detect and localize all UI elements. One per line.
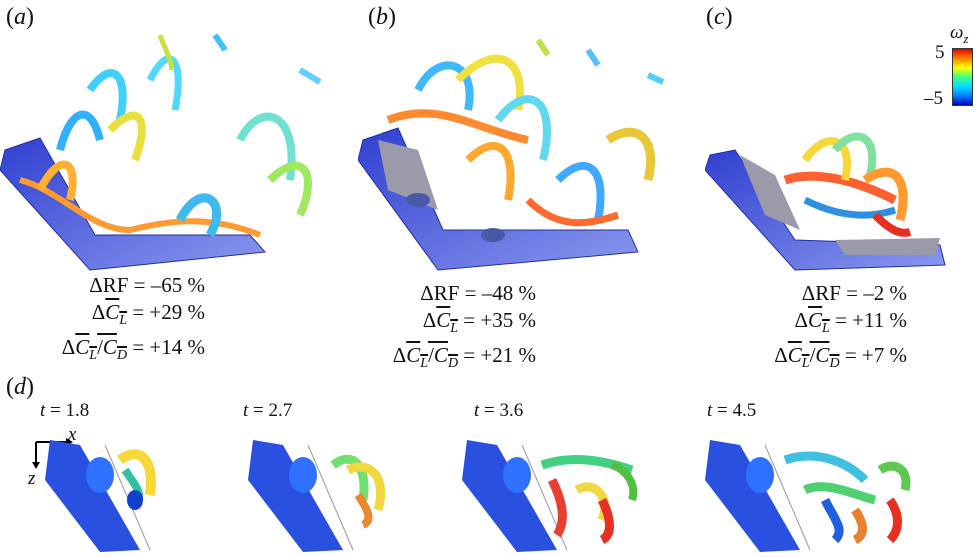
- cl-change: ΔCL = +29 %: [91, 300, 205, 329]
- panel-label-d: (d): [6, 374, 34, 400]
- time-label-2: t = 2.7: [243, 400, 293, 421]
- colorbar-title: ωz: [950, 22, 969, 46]
- time-label-1: t = 1.8: [40, 400, 90, 421]
- snapshot-t3: [462, 440, 638, 552]
- axis-z-label: z: [28, 468, 36, 489]
- stats-block-a: ΔRF = –65 % ΔCL = +29 % ΔCL/CD = +14 %: [62, 272, 205, 369]
- time-label-3: t = 3.6: [474, 400, 524, 421]
- rf-change: ΔRF = –48 %: [420, 281, 536, 305]
- axis-x-label: x: [68, 424, 77, 445]
- rf-change: ΔRF = –65 %: [89, 273, 205, 297]
- panel-label-c: (c): [706, 4, 733, 30]
- panel-label-a: (a): [6, 4, 34, 30]
- cl-change: ΔCL = +11 %: [794, 308, 907, 337]
- panel-label-b: (b): [368, 4, 396, 30]
- snapshot-t2: [248, 440, 386, 552]
- stats-block-c: ΔRF = –2 % ΔCL = +11 % ΔCL/CD = +7 %: [774, 280, 907, 377]
- colorbar: [952, 48, 973, 106]
- ld-change: ΔCL/CD = +21 %: [392, 343, 536, 372]
- snapshot-t1: [45, 440, 156, 552]
- rf-change: ΔRF = –2 %: [801, 281, 907, 305]
- vortex-figure-a: [0, 33, 322, 271]
- vortex-figure-c: [705, 132, 946, 271]
- cl-change: ΔCL = +35 %: [422, 308, 536, 337]
- colorbar-min-label: –5: [924, 88, 943, 109]
- snapshot-t4: [705, 440, 911, 552]
- stats-block-b: ΔRF = –48 % ΔCL = +35 % ΔCL/CD = +21 %: [393, 280, 536, 377]
- ld-change: ΔCL/CD = +14 %: [61, 335, 205, 364]
- vortex-figure-b: [358, 38, 665, 271]
- ld-change: ΔCL/CD = +7 %: [774, 343, 907, 372]
- time-label-4: t = 4.5: [707, 400, 757, 421]
- colorbar-max-label: 5: [935, 42, 945, 63]
